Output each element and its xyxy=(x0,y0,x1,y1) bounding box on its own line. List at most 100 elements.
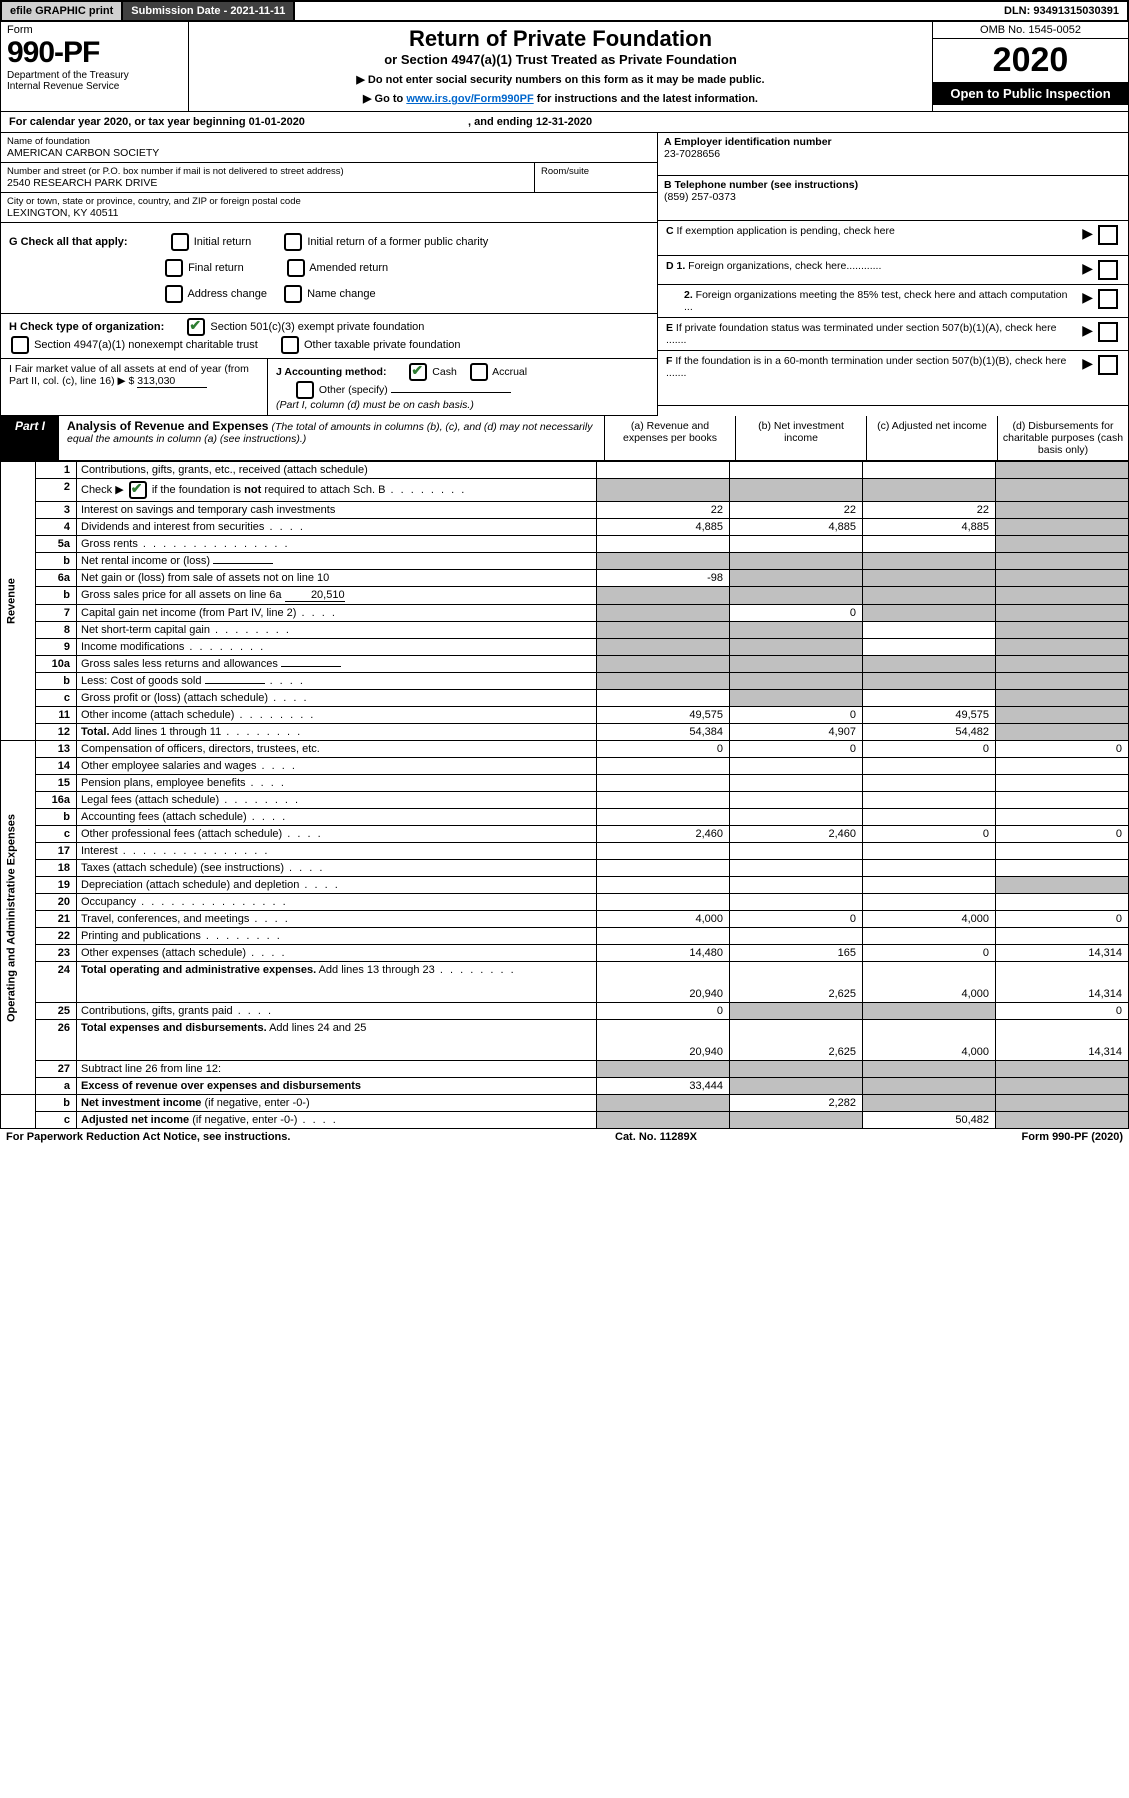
checkbox-d2[interactable] xyxy=(1098,289,1118,309)
header-center: Return of Private Foundation or Section … xyxy=(189,22,932,111)
line-number: c xyxy=(36,1112,77,1129)
amount-cell xyxy=(863,536,996,553)
g5: Address change xyxy=(187,288,267,300)
amount-cell xyxy=(730,587,863,605)
footer-right: Form 990-PF (2020) xyxy=(1022,1131,1124,1143)
table-row: 25Contributions, gifts, grants paid00 xyxy=(1,1003,1129,1020)
amount-cell xyxy=(996,536,1129,553)
amount-cell xyxy=(996,877,1129,894)
checkbox-final-return[interactable] xyxy=(165,259,183,277)
info-left: Name of foundation AMERICAN CARBON SOCIE… xyxy=(1,133,657,416)
line-number: 8 xyxy=(36,622,77,639)
footer-mid: Cat. No. 11289X xyxy=(615,1131,697,1143)
j-label: J Accounting method: xyxy=(276,366,386,378)
checkbox-address-change[interactable] xyxy=(165,285,183,303)
line-desc: Occupancy xyxy=(77,894,597,911)
amount-cell xyxy=(730,570,863,587)
amount-cell xyxy=(996,928,1129,945)
box-c: C If exemption application is pending, c… xyxy=(658,221,1128,256)
checkbox-other-taxable[interactable] xyxy=(281,336,299,354)
checkbox-initial-former[interactable] xyxy=(284,233,302,251)
line-number: c xyxy=(36,826,77,843)
amount-cell: 0 xyxy=(597,741,730,758)
tax-year: 2020 xyxy=(933,39,1128,82)
amount-cell xyxy=(730,792,863,809)
amount-cell xyxy=(597,690,730,707)
line-desc: Accounting fees (attach schedule) xyxy=(77,809,597,826)
section-g: G Check all that apply: Initial return I… xyxy=(1,223,657,314)
amount-cell: 4,000 xyxy=(863,962,996,1003)
amount-cell xyxy=(996,502,1129,519)
addr-label: Number and street (or P.O. box number if… xyxy=(7,166,528,177)
checkbox-d1[interactable] xyxy=(1098,260,1118,280)
amount-cell xyxy=(597,553,730,570)
box-f: F If the foundation is in a 60-month ter… xyxy=(658,351,1128,406)
checkbox-amended[interactable] xyxy=(287,259,305,277)
table-row: bGross sales price for all assets on lin… xyxy=(1,587,1129,605)
amount-cell xyxy=(996,792,1129,809)
checkbox-f[interactable] xyxy=(1098,355,1118,375)
checkbox-cash[interactable] xyxy=(409,363,427,381)
b-label: B Telephone number (see instructions) xyxy=(664,179,858,191)
line-desc: Contributions, gifts, grants, etc., rece… xyxy=(77,462,597,479)
amount-cell: 22 xyxy=(597,502,730,519)
amount-cell xyxy=(863,860,996,877)
c-label: If exemption application is pending, che… xyxy=(677,225,895,237)
checkbox-sch-b[interactable] xyxy=(129,481,147,499)
table-row: Revenue1Contributions, gifts, grants, et… xyxy=(1,462,1129,479)
amount-cell: 0 xyxy=(863,741,996,758)
caly-begin: 01-01-2020 xyxy=(249,116,305,128)
amount-cell xyxy=(996,860,1129,877)
amount-cell: 0 xyxy=(996,911,1129,928)
checkbox-name-change[interactable] xyxy=(284,285,302,303)
amount-cell xyxy=(597,928,730,945)
open-to-public: Open to Public Inspection xyxy=(933,82,1128,105)
tail-side xyxy=(1,1095,36,1129)
checkbox-other-method[interactable] xyxy=(296,381,314,399)
table-row: 10aGross sales less returns and allowanc… xyxy=(1,656,1129,673)
amount-cell xyxy=(597,1095,730,1112)
submission-date: Submission Date - 2021-11-11 xyxy=(123,2,295,20)
amount-cell: 0 xyxy=(863,826,996,843)
checkbox-initial-return[interactable] xyxy=(171,233,189,251)
i-value: 313,030 xyxy=(137,375,207,388)
amount-cell xyxy=(996,843,1129,860)
table-row: cGross profit or (loss) (attach schedule… xyxy=(1,690,1129,707)
line-number: 2 xyxy=(36,479,77,502)
amount-cell: 0 xyxy=(730,911,863,928)
amount-cell: 14,314 xyxy=(996,945,1129,962)
line-number: 20 xyxy=(36,894,77,911)
line-desc: Compensation of officers, directors, tru… xyxy=(77,741,597,758)
amount-cell: 33,444 xyxy=(597,1078,730,1095)
amount-cell xyxy=(863,1061,996,1078)
line-desc: Other expenses (attach schedule) xyxy=(77,945,597,962)
line-number: 22 xyxy=(36,928,77,945)
irs: Internal Revenue Service xyxy=(7,81,182,92)
amount-cell xyxy=(996,758,1129,775)
efile-print[interactable]: efile GRAPHIC print xyxy=(2,2,123,20)
checkbox-c[interactable] xyxy=(1098,225,1118,245)
amount-cell: 0 xyxy=(730,741,863,758)
section-h: H Check type of organization: Section 50… xyxy=(1,314,657,359)
instr-link: ▶ Go to www.irs.gov/Form990PF for instru… xyxy=(199,92,922,105)
checkbox-4947a1[interactable] xyxy=(11,336,29,354)
amount-cell xyxy=(730,536,863,553)
checkbox-accrual[interactable] xyxy=(470,363,488,381)
info-right: A Employer identification number 23-7028… xyxy=(657,133,1128,416)
amount-cell xyxy=(996,639,1129,656)
line-desc: Pension plans, employee benefits xyxy=(77,775,597,792)
amount-cell xyxy=(863,775,996,792)
amount-cell xyxy=(996,690,1129,707)
amount-cell xyxy=(996,479,1129,502)
checkbox-e[interactable] xyxy=(1098,322,1118,342)
checkbox-501c3[interactable] xyxy=(187,318,205,336)
line-number: b xyxy=(36,809,77,826)
amount-cell xyxy=(996,1095,1129,1112)
amount-cell xyxy=(597,775,730,792)
instr-ssn: ▶ Do not enter social security numbers o… xyxy=(199,73,922,86)
top-bar: efile GRAPHIC print Submission Date - 20… xyxy=(0,0,1129,22)
form990pf-link[interactable]: www.irs.gov/Form990PF xyxy=(406,93,533,105)
amount-cell xyxy=(863,639,996,656)
arrow-icon: ▶ xyxy=(1082,289,1093,305)
amount-cell xyxy=(597,639,730,656)
